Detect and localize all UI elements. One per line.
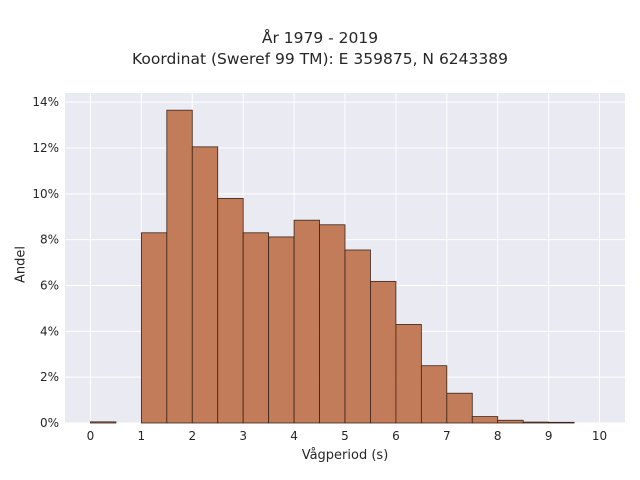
histogram-bar [140,232,168,424]
y-tick-label: 12% [32,141,59,155]
histogram-bar [191,146,219,424]
histogram-bar [166,109,193,424]
x-tick-label: 6 [392,429,400,443]
histogram-bar [344,249,371,424]
x-tick-label: 2 [188,429,196,443]
histogram-bar [319,224,346,424]
y-tick-label: 10% [32,187,59,201]
histogram-bar [370,280,397,424]
x-tick-label: 7 [443,429,451,443]
histogram-bar [293,219,320,424]
histogram-bar [395,324,422,424]
y-tick-label: 0% [40,416,59,430]
y-tick-label: 6% [40,279,59,293]
x-tick-label: 0 [87,429,95,443]
histogram-bar [497,419,524,424]
histogram-bar [446,392,473,424]
histogram-bar [90,421,117,424]
histogram-bar [242,232,270,424]
chart-title: År 1979 - 2019 [261,29,379,47]
histogram-bar [522,421,550,424]
histogram-bar [471,416,499,424]
y-tick-label: 4% [40,324,59,338]
y-tick-label: 8% [40,233,59,247]
histogram-bar [548,421,575,424]
x-tick-label: 5 [341,429,349,443]
y-tick-label: 14% [32,95,59,109]
x-tick-label: 10 [592,429,607,443]
y-tick-label: 2% [40,370,59,384]
x-tick-label: 4 [290,429,298,443]
x-tick-label: 1 [138,429,146,443]
histogram-bar [420,365,448,424]
histogram-bar [268,236,295,424]
x-tick-label: 3 [239,429,247,443]
y-axis-label: Andel [13,246,29,283]
x-tick-label: 9 [545,429,553,443]
x-tick-label: 8 [494,429,502,443]
histogram-bar [217,198,244,424]
x-axis-label: Vågperiod (s) [301,448,389,463]
chart-subtitle: Koordinat (Sweref 99 TM): E 359875, N 62… [132,50,508,68]
